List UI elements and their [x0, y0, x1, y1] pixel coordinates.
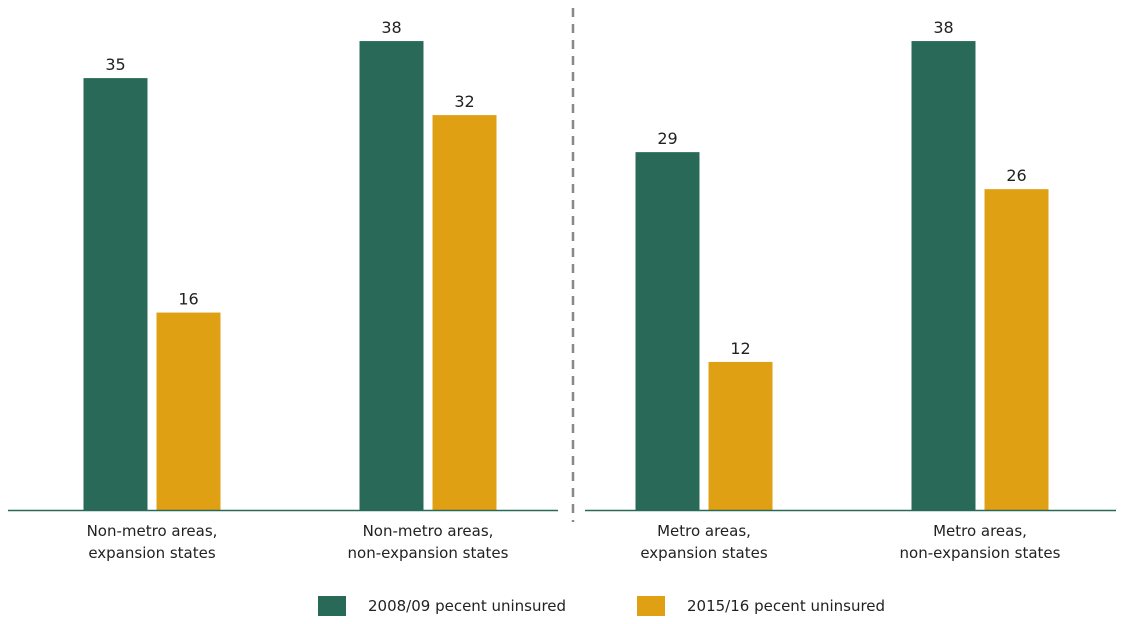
category-label-3-line0: Metro areas, — [933, 522, 1027, 540]
bar-series1-cat2 — [708, 361, 773, 510]
data-label-series0-cat0: 35 — [105, 55, 125, 74]
data-label-series1-cat0: 16 — [178, 290, 198, 309]
legend-swatch-2015-16 — [637, 596, 665, 616]
bar-series1-cat1 — [432, 115, 497, 511]
legend-item-2008-09: 2008/09 pecent uninsured — [318, 596, 566, 616]
bar-series0-cat2 — [635, 152, 700, 510]
category-label-1-line0: Non-metro areas, — [363, 522, 494, 540]
legend-label-2015-16: 2015/16 pecent uninsured — [687, 597, 886, 615]
bar-series1-cat0 — [156, 312, 221, 510]
data-label-series1-cat3: 26 — [1006, 166, 1026, 185]
category-label-2-line1: expansion states — [640, 544, 767, 562]
data-label-series0-cat2: 29 — [657, 129, 677, 148]
legend-label-2008-09: 2008/09 pecent uninsured — [368, 597, 567, 615]
bar-series0-cat3 — [911, 41, 976, 511]
category-label-2-line0: Metro areas, — [657, 522, 751, 540]
data-label-series0-cat3: 38 — [933, 18, 953, 37]
category-label-3-line1: non-expansion states — [900, 544, 1061, 562]
bar-series1-cat3 — [984, 189, 1049, 510]
data-label-series1-cat2: 12 — [730, 339, 750, 358]
legend: 2008/09 pecent uninsured 2015/16 pecent … — [0, 596, 1124, 620]
data-label-series0-cat1: 38 — [381, 18, 401, 37]
legend-swatch-2008-09 — [318, 596, 346, 616]
category-label-1-line1: non-expansion states — [348, 544, 509, 562]
bar-series0-cat1 — [359, 41, 424, 511]
category-label-0-line0: Non-metro areas, — [87, 522, 218, 540]
bar-chart: 35 38 29 38 16 32 12 26 Non-metro areas, expansio… — [8, 8, 1116, 562]
legend-item-2015-16: 2015/16 pecent uninsured — [637, 596, 885, 616]
data-label-series1-cat1: 32 — [454, 92, 474, 111]
category-label-0-line1: expansion states — [88, 544, 215, 562]
bar-series0-cat0 — [83, 78, 148, 510]
